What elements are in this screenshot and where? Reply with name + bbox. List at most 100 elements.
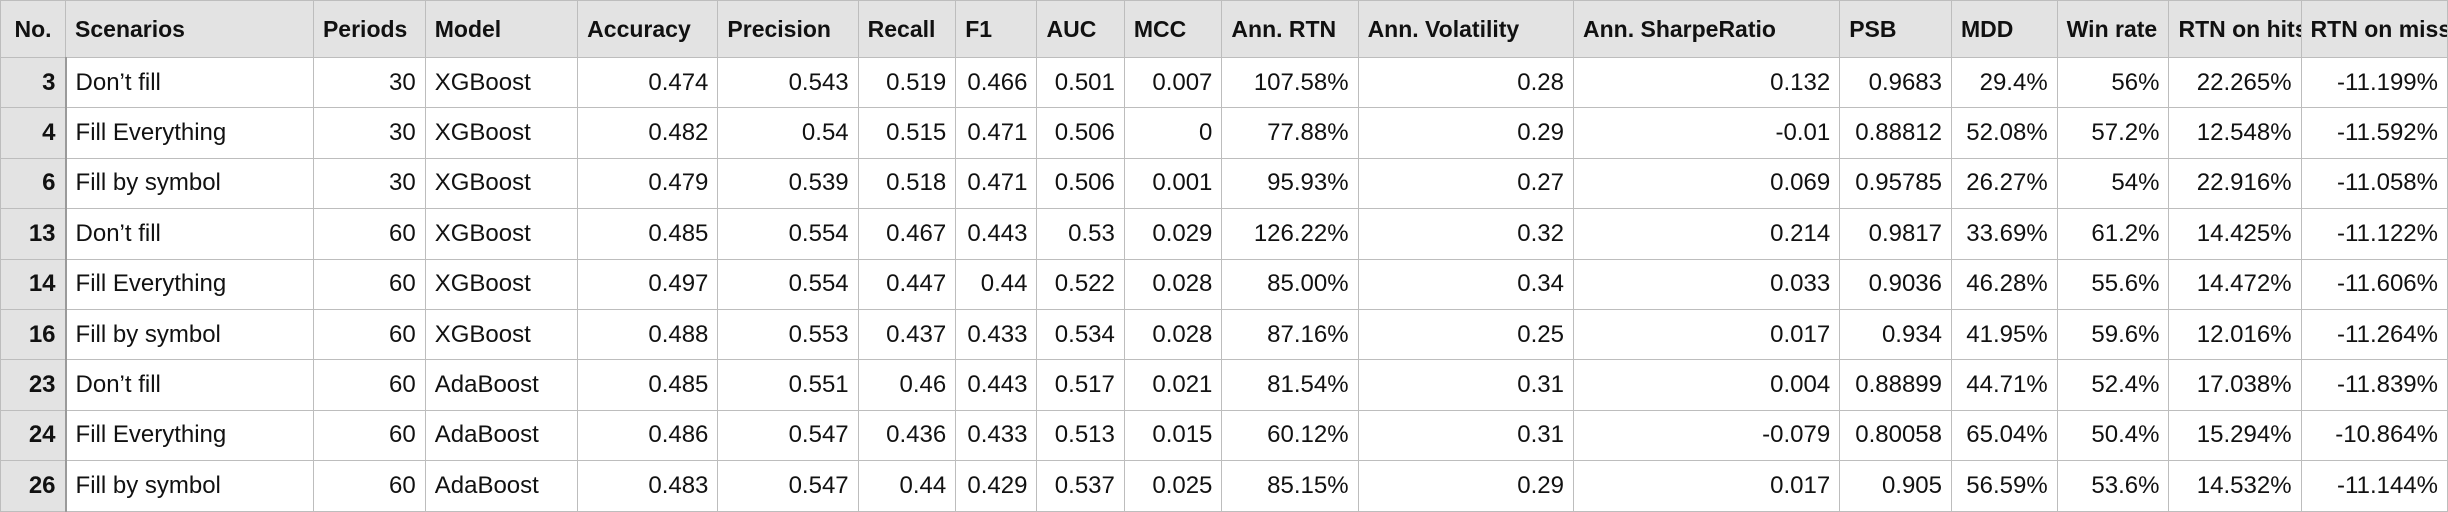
cell-scenarios: Fill by symbol — [65, 460, 314, 512]
cell-model: XGBoost — [424, 208, 579, 260]
cell-recall: 0.519 — [857, 56, 957, 109]
column-header-ann-volatility: Ann. Volatility — [1357, 0, 1574, 58]
cell-model: AdaBoost — [424, 409, 579, 462]
cell-rtn-on-misses: -11.264% — [2300, 308, 2448, 361]
cell-win-rate: 57.2% — [2056, 107, 2170, 159]
cell-model: XGBoost — [424, 157, 579, 210]
cell-ann-sharpe-ratio: 0.033 — [1572, 258, 1841, 310]
cell-psb: 0.88812 — [1839, 107, 1952, 159]
cell-ann-sharpe-ratio: 0.004 — [1572, 359, 1841, 411]
cell-scenarios: Don’t fill — [65, 208, 314, 260]
cell-auc: 0.517 — [1036, 359, 1125, 411]
cell-win-rate: 59.6% — [2056, 308, 2170, 361]
cell-ann-sharpe-ratio: 0.017 — [1572, 308, 1841, 361]
cell-psb: 0.905 — [1839, 460, 1952, 512]
column-header-accuracy: Accuracy — [577, 0, 719, 58]
cell-ann-sharpe-ratio: 0.214 — [1572, 208, 1841, 260]
cell-mcc: 0 — [1123, 107, 1223, 159]
cell-f1: 0.44 — [955, 258, 1038, 310]
cell-psb: 0.9036 — [1839, 258, 1952, 310]
cell-mcc: 0.001 — [1123, 157, 1223, 210]
cell-ann-volatility: 0.32 — [1357, 208, 1574, 260]
cell-model: AdaBoost — [424, 359, 579, 411]
table-row: 24 Fill Everything 60 AdaBoost 0.486 0.547 0.4… — [0, 409, 2448, 462]
cell-mcc: 0.021 — [1123, 359, 1223, 411]
cell-ann-volatility: 0.31 — [1357, 359, 1574, 411]
cell-auc: 0.506 — [1036, 107, 1125, 159]
cell-model: XGBoost — [424, 56, 579, 109]
cell-ann-rtn: 95.93% — [1221, 157, 1359, 210]
column-header-precision: Precision — [717, 0, 859, 58]
cell-ann-rtn: 87.16% — [1221, 308, 1359, 361]
cell-f1: 0.443 — [955, 359, 1038, 411]
column-header-ann-rtn: Ann. RTN — [1221, 0, 1359, 58]
cell-win-rate: 61.2% — [2056, 208, 2170, 260]
table-row: 16 Fill by symbol 60 XGBoost 0.488 0.553 0.437… — [0, 308, 2448, 361]
cell-precision: 0.554 — [717, 208, 859, 260]
column-header-model: Model — [424, 0, 579, 58]
cell-ann-volatility: 0.27 — [1357, 157, 1574, 210]
cell-rtn-on-misses: -11.122% — [2300, 208, 2448, 260]
cell-psb: 0.9817 — [1839, 208, 1952, 260]
table-row: 3 Don’t fill 30 XGBoost 0.474 0.543 0.519 0.466… — [0, 56, 2448, 109]
cell-f1: 0.433 — [955, 308, 1038, 361]
column-header-mcc: MCC — [1123, 0, 1223, 58]
cell-accuracy: 0.482 — [577, 107, 719, 159]
cell-ann-sharpe-ratio: 0.069 — [1572, 157, 1841, 210]
cell-auc: 0.522 — [1036, 258, 1125, 310]
cell-psb: 0.95785 — [1839, 157, 1952, 210]
cell-win-rate: 50.4% — [2056, 409, 2170, 462]
cell-precision: 0.54 — [717, 107, 859, 159]
cell-auc: 0.537 — [1036, 460, 1125, 512]
cell-periods: 60 — [312, 258, 426, 310]
cell-mdd: 44.71% — [1951, 359, 2058, 411]
cell-mcc: 0.028 — [1123, 308, 1223, 361]
cell-model: AdaBoost — [424, 460, 579, 512]
cell-recall: 0.437 — [857, 308, 957, 361]
cell-ann-volatility: 0.29 — [1357, 107, 1574, 159]
cell-mcc: 0.025 — [1123, 460, 1223, 512]
cell-auc: 0.534 — [1036, 308, 1125, 361]
cell-rtn-on-hits: 22.916% — [2168, 157, 2302, 210]
cell-ann-rtn: 85.15% — [1221, 460, 1359, 512]
cell-no: 3 — [0, 56, 67, 109]
cell-psb: 0.934 — [1839, 308, 1952, 361]
cell-win-rate: 54% — [2056, 157, 2170, 210]
cell-rtn-on-hits: 14.425% — [2168, 208, 2302, 260]
cell-recall: 0.46 — [857, 359, 957, 411]
cell-psb: 0.9683 — [1839, 56, 1952, 109]
table-row: 13 Don’t fill 60 XGBoost 0.485 0.554 0.467 0.44… — [0, 208, 2448, 260]
column-header-ann-sharpe-ratio: Ann. SharpeRatio — [1572, 0, 1841, 58]
cell-precision: 0.553 — [717, 308, 859, 361]
table-row: 23 Don’t fill 60 AdaBoost 0.485 0.551 0.46 0.44… — [0, 359, 2448, 411]
cell-f1: 0.433 — [955, 409, 1038, 462]
cell-mdd: 46.28% — [1951, 258, 2058, 310]
cell-win-rate: 52.4% — [2056, 359, 2170, 411]
cell-accuracy: 0.483 — [577, 460, 719, 512]
cell-recall: 0.436 — [857, 409, 957, 462]
cell-f1: 0.443 — [955, 208, 1038, 260]
cell-ann-sharpe-ratio: 0.017 — [1572, 460, 1841, 512]
cell-win-rate: 56% — [2056, 56, 2170, 109]
cell-accuracy: 0.474 — [577, 56, 719, 109]
cell-recall: 0.518 — [857, 157, 957, 210]
cell-rtn-on-hits: 22.265% — [2168, 56, 2302, 109]
cell-scenarios: Fill by symbol — [65, 157, 314, 210]
cell-rtn-on-hits: 12.016% — [2168, 308, 2302, 361]
cell-f1: 0.429 — [955, 460, 1038, 512]
cell-scenarios: Fill Everything — [65, 107, 314, 159]
cell-model: XGBoost — [424, 308, 579, 361]
cell-recall: 0.467 — [857, 208, 957, 260]
table-row: 6 Fill by symbol 30 XGBoost 0.479 0.539 0.518 0… — [0, 157, 2448, 210]
column-header-f1: F1 — [955, 0, 1038, 58]
cell-recall: 0.447 — [857, 258, 957, 310]
cell-scenarios: Fill by symbol — [65, 308, 314, 361]
cell-scenarios: Fill Everything — [65, 409, 314, 462]
cell-mcc: 0.028 — [1123, 258, 1223, 310]
cell-periods: 60 — [312, 409, 426, 462]
cell-no: 14 — [0, 258, 67, 310]
header-row: No. Scenarios Periods Model Accuracy Precisio… — [0, 0, 2448, 58]
cell-accuracy: 0.497 — [577, 258, 719, 310]
cell-periods: 60 — [312, 208, 426, 260]
cell-rtn-on-hits: 14.532% — [2168, 460, 2302, 512]
